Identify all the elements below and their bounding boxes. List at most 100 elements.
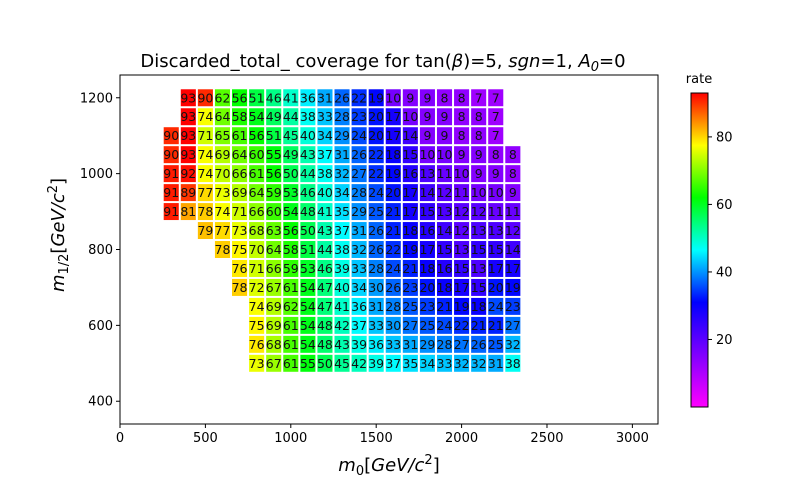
heatmap-cell <box>436 146 453 164</box>
cell-value-label: 10 <box>454 166 470 181</box>
cell-value-label: 32 <box>334 166 350 181</box>
cell-value-label: 22 <box>351 90 367 105</box>
colorbar-ticks: 20 40 60 80 <box>708 130 733 348</box>
cell-value-label: 28 <box>385 299 401 314</box>
cell-value-label: 53 <box>283 185 299 200</box>
cell-value-label: 47 <box>317 280 333 295</box>
heatmap-cell <box>180 203 196 221</box>
heatmap-cell <box>249 108 265 126</box>
cell-value-label: 13 <box>471 223 487 238</box>
cell-value-label: 8 <box>458 109 466 124</box>
heatmap-cell <box>180 89 196 107</box>
heatmap-cell <box>471 146 487 164</box>
cell-value-label: 31 <box>368 299 384 314</box>
heatmap-cell <box>436 297 453 315</box>
cell-value-label: 46 <box>300 185 316 200</box>
heatmap-cell <box>385 89 401 107</box>
heatmap-cell <box>283 108 299 126</box>
heatmap-cell <box>436 354 453 372</box>
cell-value-label: 38 <box>505 356 521 371</box>
cell-value-label: 8 <box>492 147 500 162</box>
heatmap-cell <box>385 278 401 296</box>
cell-value-label: 59 <box>283 261 299 276</box>
heatmap-cell <box>197 146 213 164</box>
cell-value-label: 7 <box>492 128 500 143</box>
cell-value-label: 91 <box>163 185 179 200</box>
cell-value-label: 26 <box>368 223 384 238</box>
heatmap-cell <box>385 259 401 277</box>
x-tick-label: 2000 <box>445 431 478 446</box>
heatmap-cell <box>436 278 453 296</box>
cell-value-label: 17 <box>385 109 401 124</box>
heatmap-cell <box>402 184 418 202</box>
cell-value-label: 66 <box>266 261 282 276</box>
heatmap-cell <box>317 297 333 315</box>
heatmap-cell <box>214 89 231 107</box>
heatmap-cell <box>436 165 453 183</box>
cell-value-label: 35 <box>334 204 350 219</box>
cell-value-label: 56 <box>249 128 265 143</box>
cell-value-label: 76 <box>232 261 248 276</box>
cell-value-label: 41 <box>317 204 333 219</box>
heatmap-cell <box>471 259 487 277</box>
cell-value-label: 12 <box>471 204 487 219</box>
heatmap-cell <box>300 316 316 334</box>
heatmap-cell <box>505 297 521 315</box>
heatmap-cell <box>283 278 299 296</box>
x-tick-label: 1000 <box>274 431 307 446</box>
cell-value-label: 43 <box>317 223 333 238</box>
heatmap-cell <box>283 222 299 240</box>
cell-value-label: 32 <box>505 337 521 352</box>
cell-value-label: 20 <box>368 128 384 143</box>
cell-value-label: 15 <box>471 242 487 257</box>
cell-value-label: 22 <box>368 166 384 181</box>
cell-value-label: 74 <box>197 147 213 162</box>
heatmap-cell <box>317 354 333 372</box>
cell-value-label: 76 <box>249 337 265 352</box>
heatmap-cell <box>488 203 504 221</box>
heatmap-cell <box>249 89 265 107</box>
heatmap-cell <box>419 146 435 164</box>
heatmap-cell <box>334 165 350 183</box>
cell-value-label: 17 <box>454 280 470 295</box>
cell-value-label: 33 <box>317 109 333 124</box>
cell-value-label: 44 <box>283 109 299 124</box>
cell-value-label: 37 <box>351 318 367 333</box>
cell-value-label: 16 <box>402 166 418 181</box>
heatmap-cell <box>351 203 367 221</box>
heatmap-cell <box>300 335 316 353</box>
heatmap-cell <box>351 184 367 202</box>
cell-value-label: 12 <box>505 223 521 238</box>
heatmap-cell <box>351 259 367 277</box>
heatmap-cell <box>385 354 401 372</box>
cell-value-label: 31 <box>317 90 333 105</box>
heatmap-cell <box>180 127 196 145</box>
cell-value-label: 8 <box>458 128 466 143</box>
heatmap-cell <box>180 165 196 183</box>
heatmap-cell <box>471 241 487 258</box>
heatmap-cell <box>471 278 487 296</box>
cell-value-label: 26 <box>471 337 487 352</box>
cell-value-label: 67 <box>266 280 282 295</box>
cell-value-label: 69 <box>266 299 282 314</box>
heatmap-cell <box>385 316 401 334</box>
heatmap-cell <box>317 203 333 221</box>
cell-value-label: 8 <box>475 109 483 124</box>
cell-value-label: 90 <box>163 128 179 143</box>
heatmap-cell <box>402 335 418 353</box>
cell-value-label: 15 <box>402 147 418 162</box>
heatmap-cell <box>283 297 299 315</box>
x-tick-label: 500 <box>193 431 218 446</box>
cell-value-label: 45 <box>283 128 299 143</box>
heatmap-cell <box>334 278 350 296</box>
heatmap-cell <box>283 316 299 334</box>
heatmap-cell <box>334 354 350 372</box>
heatmap-cell <box>283 335 299 353</box>
cell-value-label: 23 <box>351 109 367 124</box>
cell-value-label: 23 <box>402 280 418 295</box>
cell-value-label: 21 <box>471 318 487 333</box>
cell-value-label: 28 <box>334 109 350 124</box>
heatmap-cell <box>471 222 487 240</box>
cell-value-label: 37 <box>317 147 333 162</box>
cell-value-label: 58 <box>283 242 299 257</box>
